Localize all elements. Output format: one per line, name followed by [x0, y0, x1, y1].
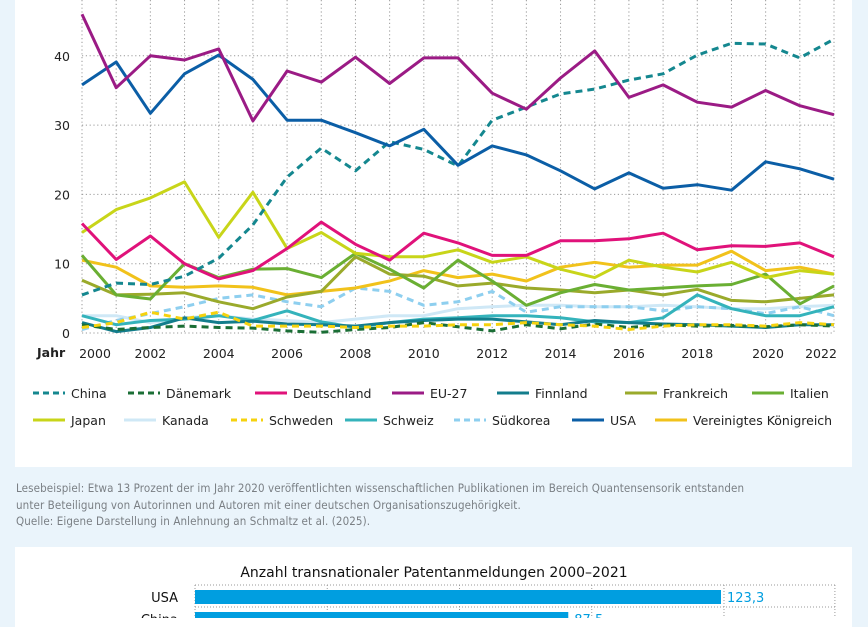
legend-label: Südkorea	[492, 413, 550, 428]
bar-chart-card	[15, 547, 852, 627]
x-tick-label: 2022	[805, 346, 837, 361]
x-axis: Jahr 2000 2002 2004 2006 2008 2010 2012 2014 2016…	[36, 345, 837, 361]
legend-item: Japan	[33, 413, 106, 428]
legend-label: Italien	[790, 386, 829, 401]
series-lines	[80, 13, 835, 334]
legend-label: Deutschland	[293, 386, 371, 401]
legend-label: Schweden	[269, 413, 333, 428]
y-tick-label: 40	[54, 49, 70, 64]
y-axis: 0 10 20 30 40	[54, 49, 70, 341]
series-line-japan	[81, 180, 835, 280]
series-line-vereinigtes-königreich	[81, 249, 835, 297]
x-tick-label: 2000	[79, 346, 111, 361]
legend-item: USA	[572, 413, 636, 428]
x-tick-label: 2020	[752, 346, 784, 361]
x-tick-label: 2010	[408, 346, 440, 361]
legend-item: Finnland	[497, 386, 588, 401]
legend-item: Frankreich	[625, 386, 728, 401]
x-tick-label: 2006	[271, 346, 303, 361]
chart-notes: Lesebeispiel: Etwa 13 Prozent der im Jah…	[16, 480, 846, 530]
legend: China Dänemark Deutschland EU-27 Finnland Fra…	[33, 386, 832, 428]
reading-example-line-1: Lesebeispiel: Etwa 13 Prozent der im Jah…	[16, 481, 745, 495]
x-tick-label: 2002	[134, 346, 166, 361]
x-tick-label: 2012	[476, 346, 508, 361]
x-tick-label: 2018	[681, 346, 713, 361]
y-tick-label: 0	[62, 326, 70, 341]
legend-label: Vereinigtes Königreich	[693, 413, 832, 428]
legend-label: EU-27	[430, 386, 467, 401]
legend-item: Schweiz	[345, 413, 434, 428]
reading-example-line-2: unter Beteiligung von Autorinnen und Aut…	[16, 497, 521, 512]
series-line-deutschland	[80, 220, 835, 281]
series-line-usa	[81, 53, 835, 192]
legend-label: Japan	[70, 413, 106, 428]
legend-item: Vereinigtes Königreich	[655, 413, 832, 428]
legend-label: Frankreich	[663, 386, 728, 401]
series-line-schweiz	[81, 293, 835, 329]
legend-item: EU-27	[392, 386, 467, 401]
legend-label: USA	[610, 413, 636, 428]
legend-label: Kanada	[162, 413, 209, 428]
legend-label: Finnland	[535, 386, 588, 401]
x-tick-label: 2004	[203, 346, 235, 361]
x-tick-label: 2016	[613, 346, 645, 361]
legend-label: Dänemark	[166, 386, 232, 401]
legend-item: Kanada	[124, 413, 209, 428]
line-chart: 0 10 20 30 40 Jahr 2000 2002 2004 2006 2008 2010 201…	[33, 0, 837, 428]
y-tick-label: 20	[54, 187, 70, 202]
legend-item: Deutschland	[255, 386, 371, 401]
legend-item: Dänemark	[128, 386, 232, 401]
line-chart-card	[15, 0, 852, 467]
legend-item: Schweden	[231, 413, 333, 428]
series-line-dänemark	[81, 321, 835, 334]
legend-item: China	[33, 386, 107, 401]
y-tick-label: 30	[54, 118, 70, 133]
legend-item: Südkorea	[454, 413, 550, 428]
source-note: Quelle: Eigene Darstellung in Anlehnung …	[16, 514, 371, 528]
legend-item: Italien	[752, 386, 829, 401]
y-tick-label: 10	[54, 257, 70, 272]
x-tick-label: 2008	[340, 346, 372, 361]
x-tick-label: 2014	[545, 346, 577, 361]
series-line-südkorea	[81, 286, 835, 331]
x-axis-label: Jahr	[36, 345, 66, 360]
series-line-frankreich	[81, 255, 835, 311]
legend-label: Schweiz	[383, 413, 434, 428]
series-line-eu-27	[80, 13, 835, 123]
legend-label: China	[71, 386, 107, 401]
